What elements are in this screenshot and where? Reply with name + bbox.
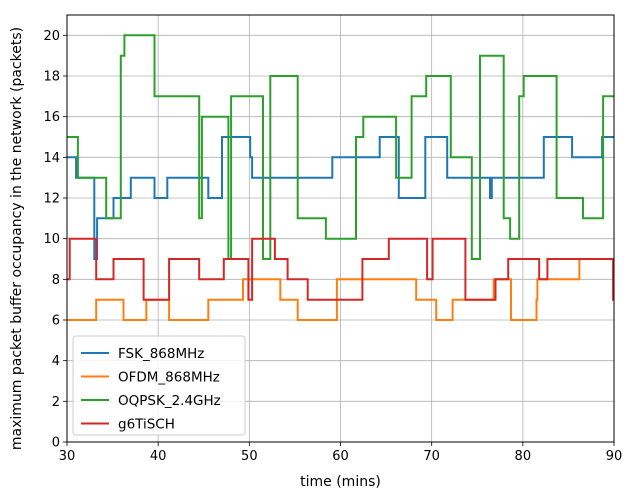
y-tick-label: 0 — [52, 436, 60, 451]
y-tick-label: 6 — [52, 314, 60, 329]
series-lines — [67, 34, 615, 321]
y-tick-label: 4 — [52, 354, 60, 369]
legend-label: g6TiSCH — [118, 417, 175, 433]
x-tick-label: 60 — [332, 449, 349, 464]
legend-label: OFDM_868MHz — [118, 370, 220, 386]
legend-label: OQPSK_2.4GHz — [118, 393, 221, 409]
legend: FSK_868MHz OFDM_868MHz OQPSK_2.4GHz g6TiSCH — [72, 335, 246, 436]
legend-box — [72, 335, 246, 436]
y-tick-label: 20 — [43, 29, 60, 44]
legend-label: FSK_868MHz — [118, 346, 204, 362]
x-tick-label: 70 — [423, 449, 440, 464]
y-tick-label: 12 — [43, 192, 60, 207]
y-tick-label: 14 — [43, 151, 60, 166]
series-line-FSK_868MHz — [67, 136, 614, 260]
x-tick-label: 50 — [241, 449, 258, 464]
x-tick-label: 30 — [59, 449, 76, 464]
y-tick-label: 8 — [52, 273, 60, 288]
x-tick-label: 80 — [515, 449, 532, 464]
x-tick-label: 40 — [150, 449, 167, 464]
series-line-g6TiSCH — [67, 237, 615, 301]
series-line-OQPSK_2.4GHz — [67, 34, 614, 260]
axis-ticks: 30 40 50 60 70 80 90 0 2 4 6 8 10 12 14 16 18 20 — [43, 29, 622, 464]
y-tick-label: 16 — [43, 110, 60, 125]
y-axis-title: maximum packet buffer occupancy in the n… — [9, 27, 25, 450]
y-tick-label: 2 — [52, 395, 60, 410]
y-tick-label: 18 — [43, 70, 60, 85]
x-tick-label: 90 — [606, 449, 623, 464]
y-tick-label: 10 — [43, 232, 60, 247]
x-axis-title: time (mins) — [300, 474, 381, 490]
